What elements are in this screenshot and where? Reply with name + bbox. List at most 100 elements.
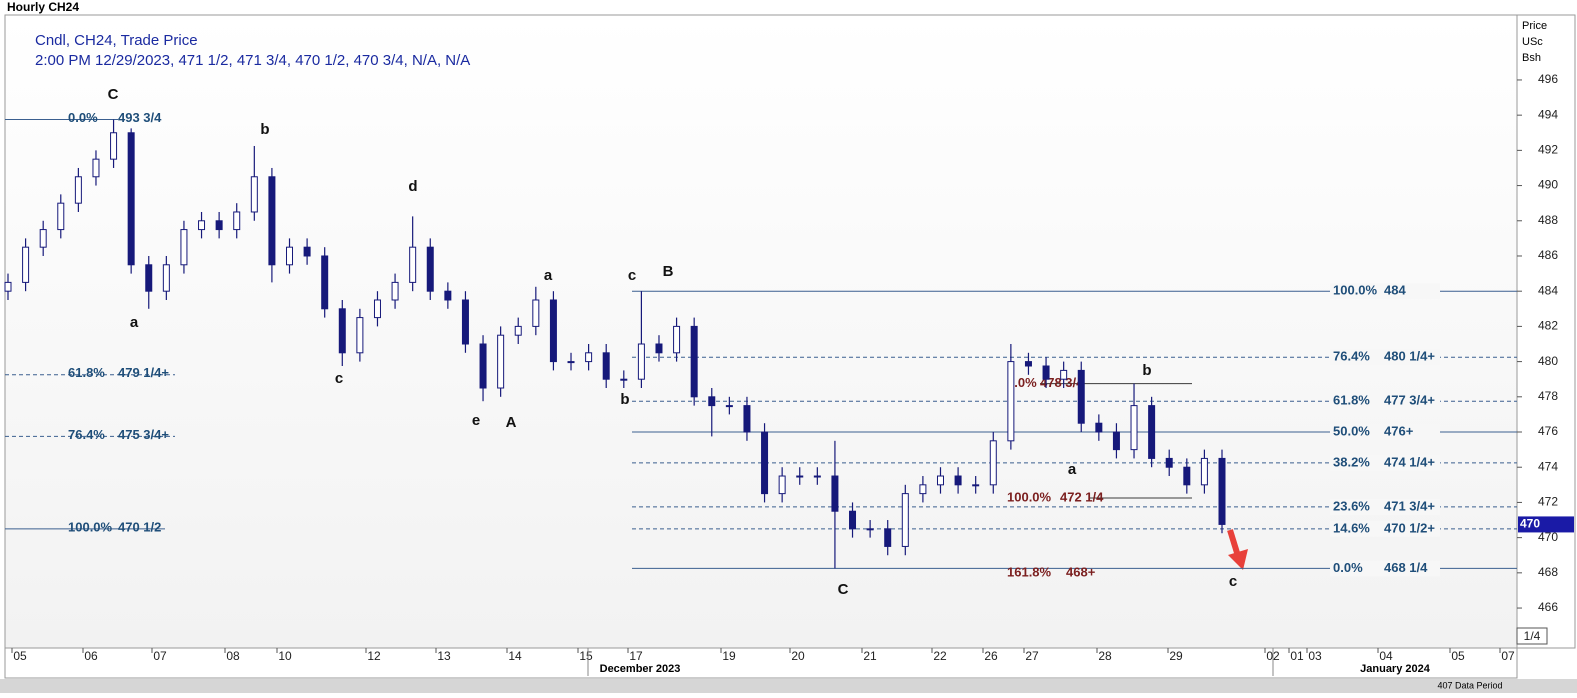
x-tick-label: 12	[367, 649, 381, 663]
x-tick-label: 08	[226, 649, 240, 663]
candle-body	[303, 246, 311, 257]
arrow-head	[1228, 549, 1248, 570]
fib-ratio: 76.4%	[1333, 349, 1370, 364]
fib-label-bg	[1330, 283, 1440, 300]
fib-ratio: 23.6%	[1333, 498, 1370, 513]
candle-body	[1077, 369, 1085, 424]
candle-body	[708, 396, 716, 407]
price-axis-panel	[1516, 14, 1576, 649]
candle-body	[743, 405, 751, 433]
candle-body	[1095, 422, 1103, 433]
candle-body	[1200, 457, 1208, 486]
candle-body	[338, 308, 346, 354]
candle-body	[268, 176, 276, 266]
candle-body	[356, 317, 364, 354]
fib-label-bg	[1330, 349, 1440, 366]
fib-ratio: 161.8%	[1007, 564, 1052, 579]
candle-body	[919, 484, 927, 495]
candle-body	[497, 334, 505, 389]
y-tick-label: 492	[1538, 143, 1558, 157]
candle-body	[250, 176, 258, 213]
fib-ratio: 100.0%	[1007, 489, 1052, 504]
page-box[interactable]	[1516, 627, 1548, 645]
y-tick-label: 476	[1538, 424, 1558, 438]
candle-body	[514, 325, 522, 336]
fib-price: 493 3/4	[118, 110, 162, 125]
wave-label: C	[838, 581, 849, 598]
fib-price: 478 3/4	[1040, 375, 1084, 390]
fib-ratio: 0.0%	[68, 110, 98, 125]
candle-body	[655, 343, 663, 354]
candle-body	[796, 475, 804, 478]
fib-label-bg	[1330, 520, 1440, 537]
month-label: January 2024	[1360, 663, 1431, 675]
x-tick-label: 05	[1451, 649, 1465, 663]
x-tick-label: 28	[1098, 649, 1112, 663]
x-tick-label: 17	[629, 649, 643, 663]
candle-body	[127, 132, 135, 266]
candle-body	[409, 246, 417, 283]
fib-ratio: 100.0%	[68, 519, 113, 534]
wave-label: a	[544, 267, 553, 284]
plot-area	[4, 14, 1518, 649]
candle-body	[479, 343, 487, 389]
candle-body	[162, 264, 170, 292]
candle-body	[813, 475, 821, 478]
candle-body	[1007, 361, 1015, 442]
x-tick-label: 22	[933, 649, 947, 663]
forecast-arrow	[1227, 529, 1248, 570]
candle-body	[954, 475, 962, 486]
x-tick-label: 03	[1308, 649, 1322, 663]
candle-body	[690, 325, 698, 398]
fib-ratio: 38.2%	[1333, 454, 1370, 469]
x-tick-label: 20	[791, 649, 805, 663]
wave-label: B	[663, 263, 674, 280]
month-label: December 2023	[600, 663, 681, 675]
wave-label: A	[506, 414, 517, 431]
candle-body	[532, 299, 540, 327]
fib-price: 475 3/4+	[118, 427, 169, 442]
fib-price: 484	[1384, 283, 1406, 298]
x-tick-label: 06	[84, 649, 98, 663]
fib-ratio: 61.8%	[1333, 393, 1370, 408]
x-tick-label: 07	[153, 649, 167, 663]
candle-body	[57, 202, 65, 231]
candle-body	[1112, 431, 1120, 451]
y-tick-label: 480	[1538, 354, 1558, 368]
candle-body	[989, 440, 997, 486]
y-tick-label: 482	[1538, 319, 1558, 333]
scrollbar[interactable]	[0, 679, 1577, 693]
fib-price: 470 1/2+	[1384, 520, 1435, 535]
x-tick-label: 21	[863, 649, 877, 663]
candle-body	[972, 484, 980, 487]
fib-label-bg	[1330, 424, 1440, 441]
candle-body	[585, 352, 593, 363]
last-price-label: 470	[1520, 517, 1540, 531]
y-tick-label: 470	[1538, 530, 1558, 544]
x-tick-label: 05	[13, 649, 27, 663]
x-tick-label: 15	[579, 649, 593, 663]
fib-price: 477 3/4+	[1384, 393, 1435, 408]
x-tick-label: 13	[437, 649, 451, 663]
x-tick-label: 07	[1501, 649, 1515, 663]
candle-body	[1042, 365, 1050, 380]
chart-title: Cndl, CH24, Trade Price	[35, 32, 198, 49]
candle-body	[831, 475, 839, 512]
candle-body	[426, 246, 434, 292]
y-tick-label: 494	[1538, 107, 1558, 121]
chart-subtitle: 2:00 PM 12/29/2023, 471 1/2, 471 3/4, 47…	[35, 52, 470, 69]
wave-label: b	[620, 391, 629, 408]
header: Hourly CH24	[7, 0, 79, 14]
y-tick-label: 486	[1538, 248, 1558, 262]
candle-body	[673, 325, 681, 354]
y-tick-label: 472	[1538, 495, 1558, 509]
candle-body	[884, 528, 892, 547]
candle-body	[215, 220, 223, 231]
wave-label: c	[335, 370, 343, 387]
fib-label-bg	[1330, 393, 1440, 410]
candle-body	[936, 475, 944, 486]
y-tick-label: 484	[1538, 283, 1558, 297]
candle-body	[1165, 457, 1173, 468]
fib-price: 472 1/4	[1060, 489, 1104, 504]
fib-price: 474 1/4+	[1384, 454, 1435, 469]
